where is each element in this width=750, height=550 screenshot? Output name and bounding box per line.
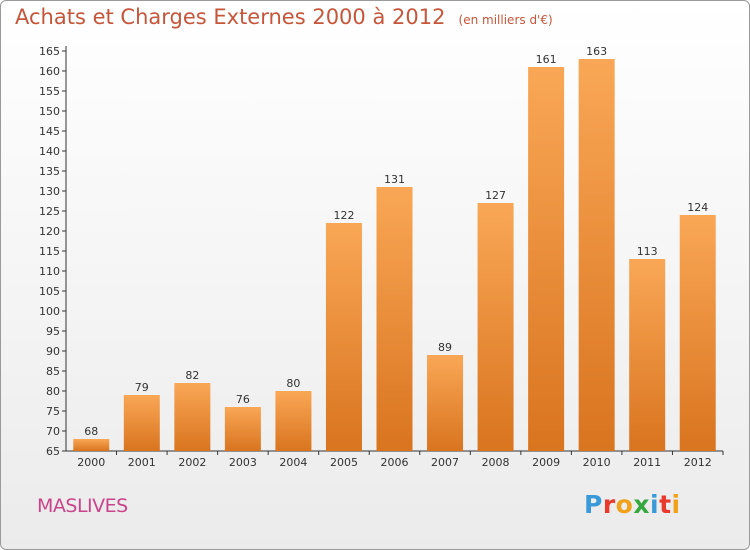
- logo-letter: i: [671, 490, 681, 519]
- y-tick-label: 100: [39, 305, 60, 318]
- y-tick-label: 70: [46, 425, 60, 438]
- chart-subtitle: (en milliers d'€): [458, 13, 553, 27]
- y-tick-label: 140: [39, 145, 60, 158]
- bar-2010: [578, 59, 615, 451]
- data-label-2011: 113: [637, 245, 658, 258]
- data-label-2004: 80: [286, 377, 300, 390]
- y-tick-label: 85: [46, 365, 60, 378]
- chart-value-labels: 68 79 82 76 80 122 131 89 127 161 163 113 124: [84, 45, 708, 438]
- bar-2006: [376, 187, 413, 451]
- bar-2007: [427, 355, 464, 451]
- x-tick-label: 2000: [77, 456, 105, 469]
- data-label-2002: 82: [185, 369, 199, 382]
- y-tick-label: 120: [39, 225, 60, 238]
- logo-letter: i: [650, 490, 660, 519]
- data-label-2009: 161: [536, 53, 557, 66]
- chart-bars: [73, 59, 716, 451]
- bar-2009: [528, 67, 565, 451]
- data-label-2012: 124: [687, 201, 708, 214]
- bar-2004: [275, 391, 312, 451]
- logo-letter: x: [633, 490, 650, 519]
- y-tick-label: 145: [39, 125, 60, 138]
- y-tick-label: 95: [46, 325, 60, 338]
- bar-2000: [73, 439, 110, 451]
- y-tick-label: 110: [39, 265, 60, 278]
- bar-2002: [174, 383, 211, 451]
- x-tick-label: 2005: [330, 456, 358, 469]
- y-tick-label: 105: [39, 285, 60, 298]
- proxiti-logo: Proxiti: [584, 490, 681, 519]
- bar-2012: [679, 215, 716, 451]
- x-tick-label: 2011: [633, 456, 661, 469]
- y-tick-label: 75: [46, 405, 60, 418]
- data-label-2005: 122: [333, 209, 354, 222]
- y-tick-label: 125: [39, 205, 60, 218]
- logo-letter: t: [659, 490, 672, 519]
- x-tick-label: 2006: [381, 456, 409, 469]
- y-tick-label: 160: [39, 65, 60, 78]
- x-tick-label: 2009: [532, 456, 560, 469]
- y-tick-label: 135: [39, 165, 60, 178]
- chart-axes: 65 70 75 80 85 90 95 100 105 110 115 120 125 130 135 14…: [39, 45, 724, 469]
- bar-2001: [123, 395, 160, 451]
- bar-2011: [629, 259, 666, 451]
- y-tick-label: 65: [46, 445, 60, 458]
- bar-2008: [477, 203, 514, 451]
- logo-letter: r: [602, 490, 616, 519]
- y-tick-label: 115: [39, 245, 60, 258]
- chart-title: Achats et Charges Externes 2000 à 2012 (…: [15, 5, 553, 29]
- data-label-2010: 163: [586, 45, 607, 58]
- x-tick-label: 2003: [229, 456, 257, 469]
- data-label-2000: 68: [84, 425, 98, 438]
- x-tick-label: 2004: [279, 456, 307, 469]
- y-tick-label: 150: [39, 105, 60, 118]
- logo-letter: P: [584, 490, 603, 519]
- y-tick-label: 80: [46, 385, 60, 398]
- y-tick-label: 130: [39, 185, 60, 198]
- x-tick-label: 2010: [583, 456, 611, 469]
- bar-2005: [325, 223, 362, 451]
- data-label-2003: 76: [236, 393, 250, 406]
- y-tick-label: 165: [39, 45, 60, 58]
- data-label-2008: 127: [485, 189, 506, 202]
- x-tick-label: 2012: [684, 456, 712, 469]
- data-label-2001: 79: [135, 381, 149, 394]
- location-name: MASLIVES: [37, 495, 128, 517]
- x-tick-label: 2007: [431, 456, 459, 469]
- data-label-2007: 89: [438, 341, 452, 354]
- bar-2003: [224, 407, 261, 451]
- logo-letter: o: [615, 490, 634, 519]
- x-tick-label: 2001: [128, 456, 156, 469]
- y-tick-label: 155: [39, 85, 60, 98]
- y-tick-label: 90: [46, 345, 60, 358]
- x-tick-label: 2002: [178, 456, 206, 469]
- chart-title-text: Achats et Charges Externes 2000 à 2012: [15, 5, 446, 29]
- data-label-2006: 131: [384, 173, 405, 186]
- x-tick-label: 2008: [482, 456, 510, 469]
